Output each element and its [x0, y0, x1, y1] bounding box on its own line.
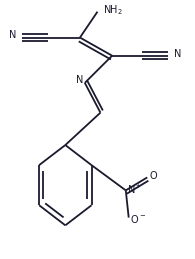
- Text: N$^+$: N$^+$: [127, 183, 142, 196]
- Text: O: O: [149, 171, 157, 181]
- Text: O$^-$: O$^-$: [130, 213, 146, 225]
- Text: N: N: [174, 49, 181, 59]
- Text: N: N: [76, 75, 84, 85]
- Text: N: N: [9, 31, 17, 40]
- Text: NH$_2$: NH$_2$: [103, 3, 123, 17]
